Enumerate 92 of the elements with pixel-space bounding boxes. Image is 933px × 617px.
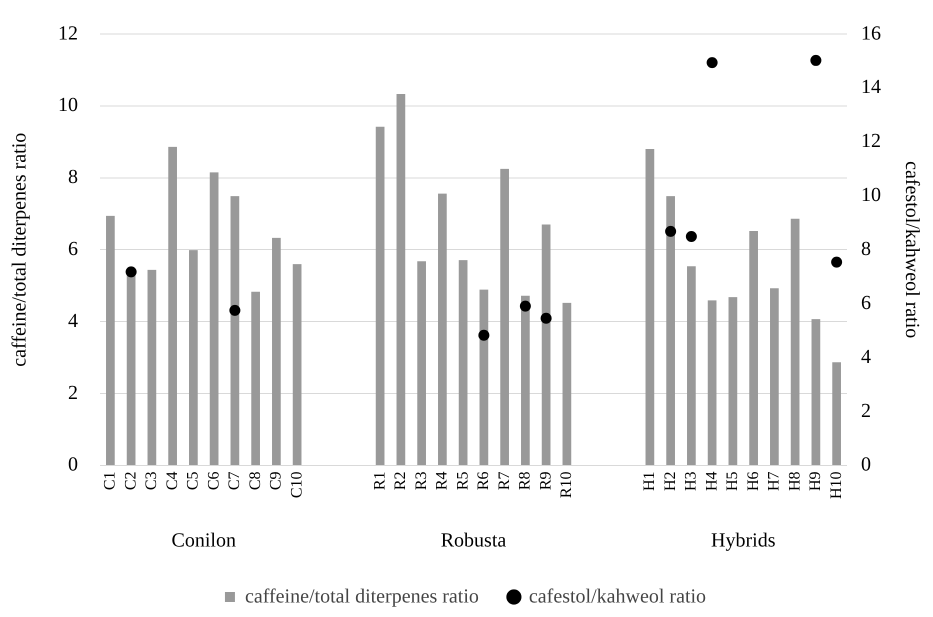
legend-label: caffeine/total diterpenes ratio	[244, 585, 479, 608]
x-tick-label: R2	[392, 471, 410, 490]
bar	[189, 250, 198, 465]
bar	[376, 126, 384, 465]
bar	[148, 270, 156, 465]
text: Conilon	[172, 529, 236, 552]
y-tick-label: 6	[68, 238, 78, 260]
x-tick-label: H6	[744, 471, 762, 492]
x-tick-label: R8	[516, 471, 534, 490]
bar	[500, 168, 509, 465]
bar	[521, 296, 530, 465]
y-tick-label: 0	[68, 454, 78, 476]
y2-tick-label: 0	[861, 454, 871, 476]
y2-tick-label: 14	[861, 76, 881, 98]
bar	[728, 297, 738, 465]
x-tick-label: H2	[662, 471, 679, 492]
legend-label: cafestol/kahweol ratio	[528, 585, 706, 608]
point	[520, 300, 531, 312]
x-tick-label: H3	[682, 471, 700, 492]
bar	[832, 362, 841, 465]
point	[126, 266, 137, 278]
bar	[292, 264, 302, 465]
x-tick-label: H7	[766, 471, 783, 492]
bar	[251, 292, 260, 465]
y2-tick-label: 16	[861, 22, 881, 44]
y-axis-title: caffeine/total diterpenes ratio	[8, 132, 30, 367]
y-tick-label: 2	[68, 382, 78, 404]
x-tick-label: R4	[434, 471, 451, 490]
text: Robusta	[440, 529, 506, 552]
x-tick-label: R10	[558, 471, 576, 498]
y-tick-label: 4	[68, 310, 78, 332]
bar	[646, 149, 654, 465]
bar	[562, 302, 572, 465]
bar	[749, 231, 758, 465]
x-tick-label: C2	[122, 471, 140, 490]
bar	[106, 216, 115, 465]
bar	[210, 172, 218, 465]
bar	[812, 319, 820, 465]
x-tick-label: R7	[496, 471, 513, 490]
bar	[168, 146, 177, 465]
bar	[790, 218, 800, 465]
x-tick-label: C4	[164, 471, 181, 490]
y2-tick-label: 6	[861, 292, 871, 314]
bar	[666, 196, 675, 465]
x-tick-label: H8	[786, 471, 804, 492]
x-tick-label: C3	[143, 471, 160, 490]
bar	[480, 290, 488, 465]
y2-tick-label: 4	[861, 346, 871, 368]
y2-tick-label: 12	[861, 130, 881, 152]
point	[665, 226, 676, 237]
y2-axis-title: cafestol/kahweol ratio	[900, 161, 923, 338]
x-tick-label: C6	[205, 471, 222, 490]
bar	[417, 261, 426, 465]
bar	[230, 196, 240, 465]
bar	[396, 94, 406, 465]
point	[229, 304, 240, 316]
x-tick-label: R6	[475, 471, 492, 490]
point	[686, 231, 697, 242]
bar	[687, 266, 696, 465]
bar	[770, 288, 779, 465]
x-tick-label: R9	[537, 471, 554, 490]
bar	[542, 224, 550, 465]
y2-tick-label: 8	[861, 238, 871, 260]
x-tick-label: H9	[807, 471, 824, 492]
x-tick-label: C7	[226, 471, 244, 490]
bar	[458, 260, 468, 465]
bar	[272, 238, 281, 465]
x-tick-label: C10	[288, 471, 306, 498]
bar	[438, 194, 447, 465]
y-tick-label: 12	[58, 22, 78, 44]
y-tick-label: 8	[68, 166, 78, 188]
point	[810, 54, 822, 66]
x-tick-label: C1	[102, 471, 119, 490]
x-tick-label: H10	[828, 471, 845, 500]
point	[831, 256, 842, 268]
y-tick-label: 10	[58, 94, 78, 116]
x-tick-label: H1	[641, 471, 658, 492]
text: Hybrids	[711, 529, 776, 552]
x-tick-label: C8	[246, 471, 264, 490]
y2-tick-label: 2	[861, 400, 871, 422]
x-tick-label: R1	[371, 471, 388, 490]
point	[540, 312, 552, 324]
y2-tick-label: 10	[861, 184, 881, 206]
point	[478, 330, 490, 341]
bar	[708, 300, 716, 465]
x-tick-label: H4	[703, 471, 720, 492]
x-tick-label: R3	[412, 471, 430, 490]
x-tick-label: C5	[184, 471, 202, 490]
point	[706, 57, 718, 68]
x-tick-label: R5	[454, 471, 472, 490]
x-tick-label: H5	[724, 471, 742, 492]
x-tick-label: C9	[268, 471, 285, 490]
